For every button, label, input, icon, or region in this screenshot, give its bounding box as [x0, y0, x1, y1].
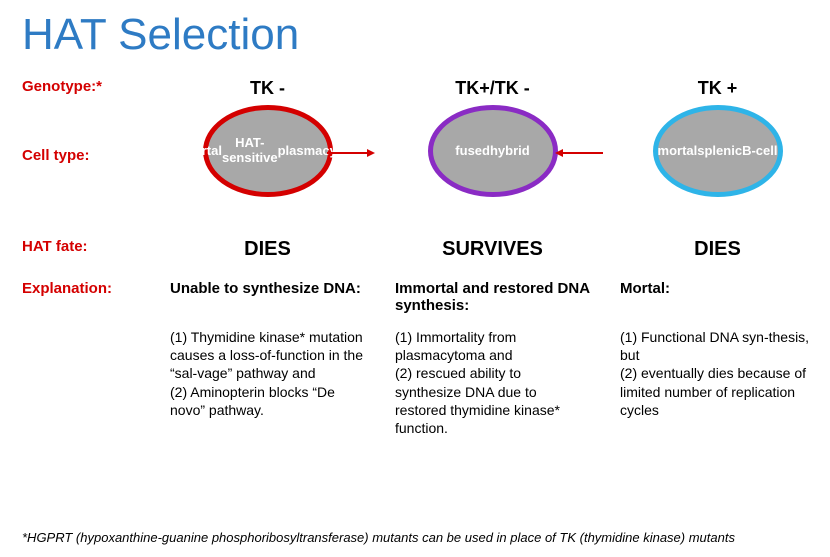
fate-col-2: DIES — [620, 238, 815, 261]
page-title: HAT Selection — [0, 0, 830, 68]
exp-body-col-2: (1) Functional DNA syn-thesis, but(2) ev… — [620, 328, 815, 419]
fate-col-0: DIES — [170, 238, 365, 261]
row-label-celltype: Cell type: — [22, 147, 90, 164]
genotype-col-0: TK - — [170, 78, 365, 99]
cell-circle-1: fusedhybrid — [428, 105, 558, 197]
cell-label-line: hybrid — [490, 144, 530, 159]
exp-body-col-0: (1) Thymidine kinase* mutation causes a … — [170, 328, 365, 419]
cell-circle-2: mortalsplenicB-cell — [653, 105, 783, 197]
genotype-col-1: TK+/TK - — [395, 78, 590, 99]
exp-heading-col-1: Immortal and restored DNA synthesis: — [395, 280, 590, 314]
genotype-col-2: TK + — [620, 78, 815, 99]
arrow-left-to-center — [325, 148, 375, 158]
cell-label-line: splenic — [697, 144, 742, 159]
cell-label-line: HAT-sensitive — [222, 136, 278, 166]
row-label-explanation: Explanation: — [22, 280, 112, 297]
cell-label-line: fused — [455, 144, 490, 159]
arrow-right-to-center — [555, 148, 605, 158]
row-label-hatfate: HAT fate: — [22, 238, 88, 255]
cell-circle-0: immortalHAT-sensitiveplasmacytoma — [203, 105, 333, 197]
exp-body-col-1: (1) Immortality from plasmacytoma and(2)… — [395, 328, 590, 437]
exp-heading-col-0: Unable to synthesize DNA: — [170, 280, 365, 297]
cell-label-line: immortal — [167, 144, 222, 159]
footnote-text: *HGPRT (hypoxanthine-guanine phosphoribo… — [22, 530, 735, 545]
cell-label-line: mortal — [658, 144, 698, 159]
row-label-genotype: Genotype:* — [22, 78, 102, 95]
fate-col-1: SURVIVES — [395, 238, 590, 261]
exp-heading-col-2: Mortal: — [620, 280, 815, 297]
cell-label-line: B-cell — [742, 144, 777, 159]
